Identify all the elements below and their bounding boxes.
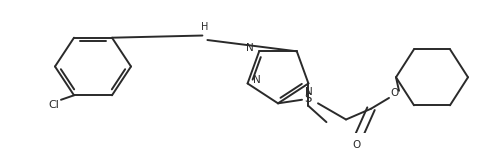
Text: S: S <box>304 92 312 105</box>
Text: Cl: Cl <box>49 100 60 110</box>
Text: N: N <box>305 87 312 96</box>
Text: N: N <box>246 43 254 53</box>
Text: H: H <box>201 22 208 32</box>
Text: O: O <box>391 88 399 98</box>
Text: O: O <box>353 140 361 148</box>
Text: N: N <box>253 75 261 85</box>
